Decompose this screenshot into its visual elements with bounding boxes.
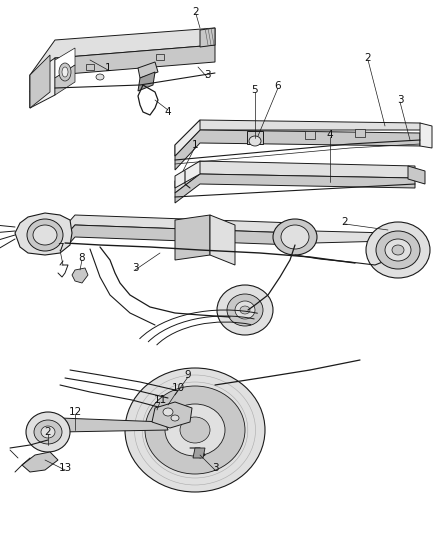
- Text: 2: 2: [342, 217, 348, 227]
- Text: 11: 11: [153, 395, 166, 405]
- Text: 1: 1: [192, 140, 198, 150]
- Ellipse shape: [165, 404, 225, 456]
- Text: 4: 4: [327, 130, 333, 140]
- Ellipse shape: [33, 225, 57, 245]
- Text: 5: 5: [252, 85, 258, 95]
- Polygon shape: [55, 48, 75, 78]
- Text: 2: 2: [365, 53, 371, 63]
- Ellipse shape: [59, 63, 71, 81]
- Polygon shape: [30, 55, 50, 108]
- Ellipse shape: [27, 219, 63, 251]
- Polygon shape: [30, 45, 215, 108]
- Polygon shape: [22, 452, 58, 472]
- Ellipse shape: [217, 285, 273, 335]
- Text: 13: 13: [58, 463, 72, 473]
- Text: 2: 2: [193, 7, 199, 17]
- Text: 3: 3: [397, 95, 403, 105]
- Polygon shape: [200, 28, 215, 47]
- Text: 6: 6: [275, 81, 281, 91]
- Text: 2: 2: [45, 427, 51, 437]
- Ellipse shape: [392, 245, 404, 255]
- Ellipse shape: [34, 420, 62, 444]
- Polygon shape: [72, 268, 88, 283]
- Polygon shape: [86, 64, 94, 70]
- Polygon shape: [175, 174, 415, 203]
- Ellipse shape: [235, 301, 255, 319]
- Polygon shape: [68, 215, 295, 233]
- Text: 7: 7: [57, 243, 64, 253]
- Polygon shape: [193, 448, 205, 458]
- Polygon shape: [175, 120, 200, 156]
- Polygon shape: [156, 54, 164, 60]
- Ellipse shape: [227, 294, 263, 326]
- Polygon shape: [68, 225, 295, 245]
- Polygon shape: [175, 130, 420, 170]
- Text: 9: 9: [185, 370, 191, 380]
- Polygon shape: [247, 131, 263, 144]
- Polygon shape: [175, 120, 425, 156]
- Polygon shape: [408, 166, 425, 184]
- Polygon shape: [30, 28, 215, 92]
- Text: 1: 1: [105, 63, 111, 73]
- Ellipse shape: [125, 368, 265, 492]
- Text: 8: 8: [79, 253, 85, 263]
- Ellipse shape: [145, 386, 245, 474]
- Text: 3: 3: [132, 263, 138, 273]
- Text: 4: 4: [165, 107, 171, 117]
- Ellipse shape: [96, 74, 104, 80]
- Polygon shape: [175, 161, 200, 188]
- Ellipse shape: [281, 225, 309, 249]
- Text: 3: 3: [204, 70, 210, 80]
- Ellipse shape: [41, 426, 55, 438]
- Ellipse shape: [240, 306, 250, 314]
- Ellipse shape: [171, 415, 179, 421]
- Polygon shape: [152, 402, 192, 428]
- Ellipse shape: [26, 412, 70, 452]
- Ellipse shape: [376, 231, 420, 269]
- Text: 3: 3: [212, 463, 218, 473]
- Polygon shape: [420, 123, 432, 148]
- Polygon shape: [305, 131, 315, 139]
- Text: 10: 10: [171, 383, 184, 393]
- Polygon shape: [45, 418, 168, 440]
- Polygon shape: [355, 129, 365, 137]
- Polygon shape: [138, 62, 158, 78]
- Polygon shape: [55, 65, 75, 95]
- Polygon shape: [313, 231, 390, 243]
- Polygon shape: [175, 215, 210, 260]
- Ellipse shape: [249, 136, 261, 146]
- Polygon shape: [175, 161, 415, 193]
- Ellipse shape: [385, 239, 411, 261]
- Ellipse shape: [366, 222, 430, 278]
- Text: 12: 12: [68, 407, 81, 417]
- Polygon shape: [210, 215, 235, 265]
- Polygon shape: [30, 58, 55, 108]
- Ellipse shape: [273, 219, 317, 255]
- Ellipse shape: [62, 67, 68, 77]
- Ellipse shape: [180, 417, 210, 443]
- Polygon shape: [138, 72, 155, 91]
- Ellipse shape: [163, 408, 173, 416]
- Polygon shape: [15, 213, 72, 255]
